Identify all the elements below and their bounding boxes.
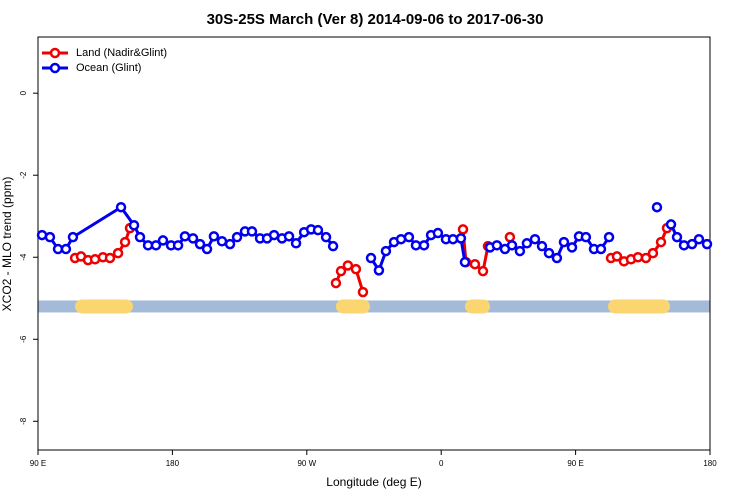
y-tick-label: -6	[19, 335, 28, 343]
point	[514, 245, 526, 257]
point	[403, 231, 415, 243]
point	[558, 236, 570, 248]
y-tick-label: 0	[19, 90, 28, 95]
point	[671, 231, 683, 243]
point	[701, 238, 713, 250]
point	[231, 231, 243, 243]
point	[543, 247, 555, 259]
point	[603, 231, 615, 243]
y-tick-label: -8	[19, 417, 28, 425]
point	[647, 247, 659, 259]
point	[208, 231, 220, 242]
point	[566, 242, 578, 253]
point	[44, 231, 56, 243]
legend-label: Land (Nadir&Glint)	[76, 47, 167, 59]
point	[469, 258, 481, 270]
point	[373, 265, 385, 276]
point	[640, 252, 652, 264]
y-tick-label: -4	[19, 253, 28, 261]
point	[335, 265, 347, 277]
point	[290, 238, 302, 249]
point	[665, 219, 677, 230]
point	[455, 233, 467, 244]
x-tick-label: 90 W	[297, 459, 316, 468]
legend-marker	[49, 62, 61, 74]
point	[283, 231, 295, 242]
point	[457, 224, 469, 235]
y-tick-label: -2	[19, 171, 28, 179]
point	[187, 233, 199, 244]
plot-frame	[37, 36, 711, 451]
point	[410, 240, 422, 251]
x-tick-label: 90 E	[567, 459, 583, 468]
point	[595, 243, 607, 255]
point	[432, 227, 444, 239]
point	[536, 240, 548, 252]
point	[580, 231, 592, 243]
point	[128, 219, 140, 231]
surface-band	[38, 300, 710, 313]
point	[320, 231, 332, 243]
x-tick-label: 90 E	[30, 459, 46, 468]
point	[330, 277, 342, 289]
point	[686, 238, 698, 250]
point	[365, 252, 377, 264]
point	[504, 231, 516, 243]
point	[357, 286, 369, 298]
point	[115, 201, 127, 213]
point	[150, 240, 162, 251]
x-tick-label: 0	[439, 459, 444, 468]
land-span	[335, 299, 370, 314]
point	[418, 240, 430, 251]
point	[104, 252, 116, 264]
point	[477, 265, 489, 277]
chart-title: 30S-25S March (Ver 8) 2014-09-06 to 2017…	[207, 11, 544, 28]
point	[529, 233, 541, 245]
legend-marker	[49, 47, 61, 59]
land-span	[75, 299, 133, 314]
point	[327, 240, 339, 252]
point	[60, 243, 72, 255]
point	[506, 240, 518, 251]
point	[312, 224, 324, 236]
point	[678, 240, 690, 251]
legend-label: Ocean (Glint)	[76, 62, 141, 74]
point	[246, 226, 258, 237]
point	[342, 260, 354, 271]
point	[551, 252, 563, 264]
point	[172, 240, 184, 251]
point	[224, 238, 236, 250]
point	[119, 236, 131, 248]
point	[350, 263, 362, 275]
point	[134, 231, 146, 243]
point	[459, 256, 471, 268]
x-tick-label: 180	[166, 459, 180, 468]
x-tick-label: 180	[703, 459, 717, 468]
point	[655, 236, 667, 248]
point	[179, 231, 191, 242]
y-axis-label: XCO2 - MLO trend (ppm)	[0, 177, 14, 312]
x-axis-label: Longitude (deg E)	[326, 475, 421, 489]
point	[216, 235, 228, 247]
point	[521, 238, 533, 249]
point	[201, 243, 213, 255]
point	[157, 235, 169, 246]
point	[491, 240, 503, 251]
point	[67, 231, 79, 243]
land-span	[608, 299, 670, 314]
point	[651, 201, 663, 213]
land-span	[464, 299, 491, 314]
point	[112, 247, 124, 259]
point	[693, 233, 705, 245]
point	[194, 238, 206, 250]
point	[611, 251, 623, 262]
point	[380, 245, 392, 257]
